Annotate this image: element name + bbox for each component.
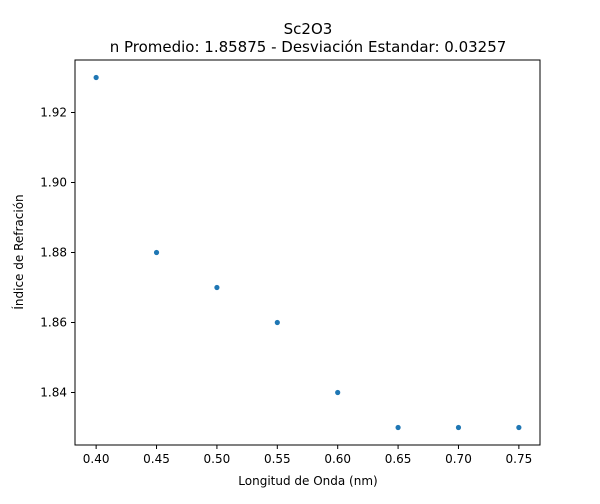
data-point [455,424,462,431]
x-tick-label: 0.65 [385,452,412,466]
x-tick-label: 0.50 [204,452,231,466]
data-point [153,249,160,256]
x-tick-label: 0.45 [143,452,170,466]
x-tick-label: 0.40 [83,452,110,466]
chart-title: Sc2O3 [284,20,333,38]
y-axis-ticks: 1.84 1.86 1.88 1.90 1.92 [40,106,75,400]
data-point [93,74,99,81]
data-point [395,424,401,431]
x-tick-label: 0.75 [506,452,533,466]
x-tick-label: 0.70 [445,452,472,466]
x-axis-label: Longitud de Onda (nm) [238,474,377,488]
y-tick-label: 1.92 [40,106,67,120]
x-axis-ticks: 0.40 0.45 0.50 0.55 0.60 0.65 0.70 0.75 [83,445,532,466]
x-tick-label: 0.60 [324,452,351,466]
plot-frame [74,59,541,446]
data-point [274,319,280,326]
data-point [214,284,220,291]
y-tick-label: 1.88 [40,246,67,260]
chart-subtitle: n Promedio: 1.85875 - Desviación Estanda… [110,38,507,56]
data-point [516,424,522,431]
data-points [93,74,522,431]
y-tick-label: 1.90 [40,176,67,190]
data-point [335,389,341,396]
y-tick-label: 1.86 [40,316,67,330]
y-axis-label: Índice de Refración [11,194,26,309]
x-tick-label: 0.55 [264,452,291,466]
y-tick-label: 1.84 [40,386,67,400]
